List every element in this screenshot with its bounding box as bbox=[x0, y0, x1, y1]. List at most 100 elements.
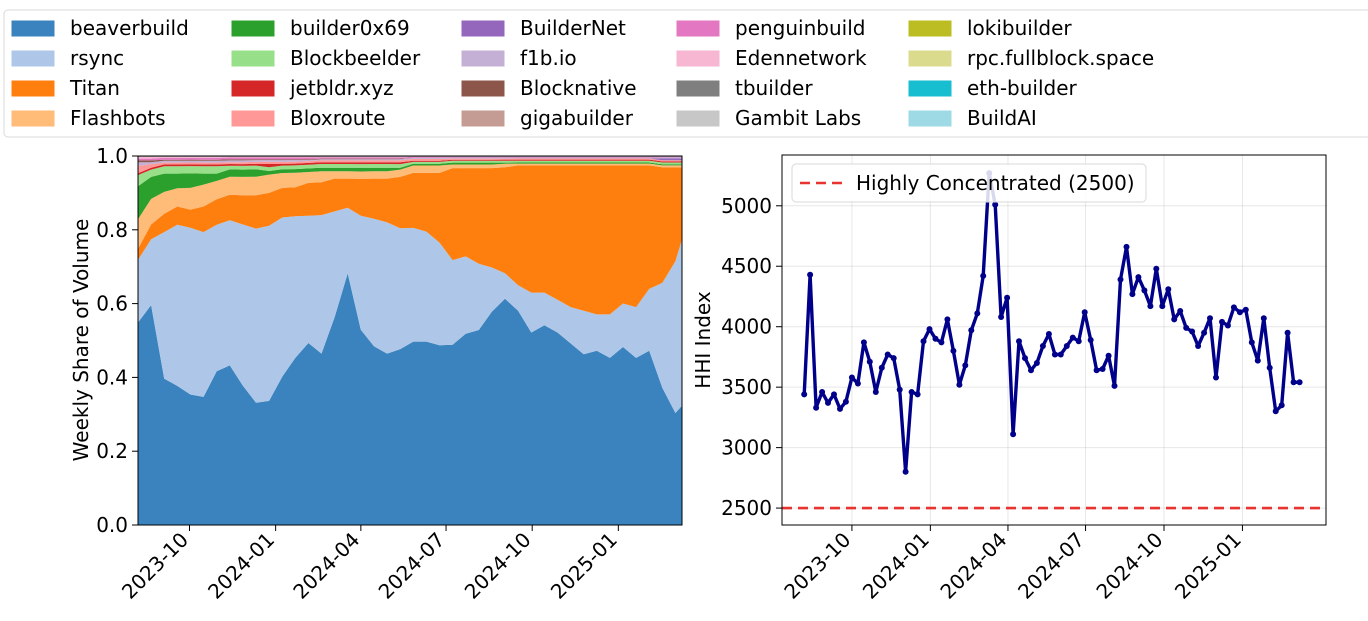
legend-label: f1b.io bbox=[520, 46, 577, 70]
right-y-label: HHI Index bbox=[691, 291, 715, 389]
area-penguinbuild bbox=[138, 156, 682, 161]
hhi-point bbox=[1028, 367, 1034, 374]
hhi-point bbox=[1135, 274, 1142, 281]
legend-item-gigabuilder: gigabuilder bbox=[461, 106, 634, 130]
legend-item-builder0x69: builder0x69 bbox=[231, 16, 410, 40]
right-legend-label: Highly Concentrated (2500) bbox=[856, 171, 1135, 195]
hhi-point bbox=[1045, 331, 1052, 337]
hhi-point bbox=[837, 405, 843, 412]
right-plot-frame bbox=[781, 154, 1327, 526]
legend-item-lokibuilder: lokibuilder bbox=[908, 16, 1072, 40]
legend-item-buildernet: BuilderNet bbox=[461, 16, 626, 40]
legend-frame bbox=[3, 9, 1368, 138]
hhi-point bbox=[1290, 379, 1297, 386]
area-f1b-io bbox=[138, 157, 682, 166]
legend-item-bloxroute: Bloxroute bbox=[231, 106, 386, 130]
hhi-point bbox=[944, 316, 951, 323]
legend-label: Gambit Labs bbox=[735, 106, 861, 130]
left-y-tick-label: 0.4 bbox=[96, 365, 128, 389]
legend-item-rpc-fullblock-space: rpc.fullblock.space bbox=[908, 46, 1154, 70]
left-y-tick-label: 0.0 bbox=[96, 513, 128, 537]
hhi-point bbox=[1254, 357, 1261, 364]
legend-item-edennetwork: Edennetwork bbox=[676, 46, 867, 70]
share-area-chart: 0.0 0.2 0.4 0.6 0.8 1.0 2023-10 2024-01 2024-04… bbox=[69, 144, 683, 604]
legend-swatch bbox=[908, 20, 952, 37]
hhi-point bbox=[1171, 316, 1178, 323]
hhi-point bbox=[1266, 364, 1273, 371]
left-x-tick-label: 2023-10 bbox=[117, 528, 193, 604]
legend-swatch bbox=[11, 80, 55, 97]
stacked-areas bbox=[138, 156, 682, 525]
hhi-point bbox=[1248, 339, 1255, 346]
hhi-point bbox=[884, 351, 891, 358]
hhi-point bbox=[998, 314, 1005, 320]
left-x-tick-label: 2024-04 bbox=[288, 528, 364, 604]
legend-item-flashbots: Flashbots bbox=[11, 106, 166, 130]
hhi-point bbox=[992, 201, 999, 208]
hhi-point bbox=[1123, 243, 1130, 250]
hhi-point bbox=[1177, 308, 1184, 314]
legend-swatch bbox=[11, 50, 55, 67]
right-x-axis: 2023-10 2024-01 2024-04 2024-07 2024-10 2025-… bbox=[779, 525, 1246, 604]
left-x-tick-label: 2024-10 bbox=[460, 528, 536, 604]
legend-item-f1b-io: f1b.io bbox=[461, 46, 577, 70]
hhi-point bbox=[878, 364, 885, 371]
legend-label: BuilderNet bbox=[520, 16, 626, 40]
legend-label: tbuilder bbox=[735, 76, 813, 100]
legend-item-tbuilder: tbuilder bbox=[676, 76, 813, 100]
hhi-point bbox=[1087, 337, 1094, 343]
legend-swatch bbox=[11, 110, 55, 127]
right-legend-frame bbox=[791, 163, 1147, 203]
hhi-point bbox=[1075, 338, 1082, 345]
legend-label: Edennetwork bbox=[735, 46, 867, 70]
hhi-point bbox=[1141, 287, 1148, 294]
left-y-tick-label: 0.2 bbox=[96, 439, 128, 463]
hhi-point bbox=[1022, 355, 1028, 362]
legend-label: penguinbuild bbox=[735, 16, 865, 40]
right-legend: Highly Concentrated (2500) bbox=[791, 163, 1147, 203]
legend-item-gambit-labs: Gambit Labs bbox=[676, 106, 861, 130]
hhi-point bbox=[1201, 329, 1208, 336]
hhi-point bbox=[1195, 343, 1202, 349]
legend-swatch bbox=[676, 50, 720, 67]
legend-swatch bbox=[11, 20, 55, 37]
hhi-point bbox=[1117, 276, 1124, 283]
legend-swatch bbox=[908, 50, 952, 67]
hhi-point bbox=[1010, 431, 1017, 438]
hhi-point bbox=[908, 389, 915, 395]
left-y-tick-label: 0.6 bbox=[96, 292, 128, 316]
legend-swatch bbox=[676, 110, 720, 127]
area-beaverbuild bbox=[138, 273, 682, 525]
hhi-point bbox=[1129, 291, 1136, 298]
hhi-point bbox=[902, 468, 909, 475]
hhi-point bbox=[950, 347, 957, 354]
left-x-axis: 2023-10 2024-01 2024-04 2024-07 2024-10 2025-… bbox=[117, 525, 622, 604]
hhi-point bbox=[1016, 338, 1022, 345]
legend-label: jetbldr.xyz bbox=[289, 76, 394, 100]
hhi-point bbox=[914, 391, 921, 398]
legend-label: eth-builder bbox=[967, 76, 1078, 100]
legend-item-buildai: BuildAI bbox=[908, 106, 1037, 130]
legend-swatch bbox=[676, 80, 720, 97]
legend-item-eth-builder: eth-builder bbox=[908, 76, 1078, 100]
hhi-point bbox=[1147, 303, 1154, 310]
hhi-point bbox=[825, 399, 831, 406]
legend-label: rpc.fullblock.space bbox=[967, 46, 1154, 70]
legend-label: Titan bbox=[69, 76, 120, 100]
legend-item-penguinbuild: penguinbuild bbox=[676, 16, 865, 40]
hhi-point bbox=[831, 391, 837, 398]
legend-swatch bbox=[676, 20, 720, 37]
hhi-point bbox=[1296, 379, 1303, 386]
right-x-tick-label: 2025-01 bbox=[1170, 528, 1246, 604]
hhi-point bbox=[848, 374, 855, 381]
area-edennetwork bbox=[138, 156, 682, 159]
legend: beaverbuild rsync Titan Flashbots builder0x6… bbox=[11, 16, 1154, 130]
legend-swatch bbox=[461, 80, 505, 97]
left-x-tick-label: 2024-07 bbox=[374, 528, 450, 604]
legend-item-rsync: rsync bbox=[11, 46, 124, 70]
hhi-series-line bbox=[802, 171, 1300, 474]
hhi-point bbox=[1099, 366, 1106, 372]
right-y-tick-label: 4500 bbox=[721, 254, 772, 278]
